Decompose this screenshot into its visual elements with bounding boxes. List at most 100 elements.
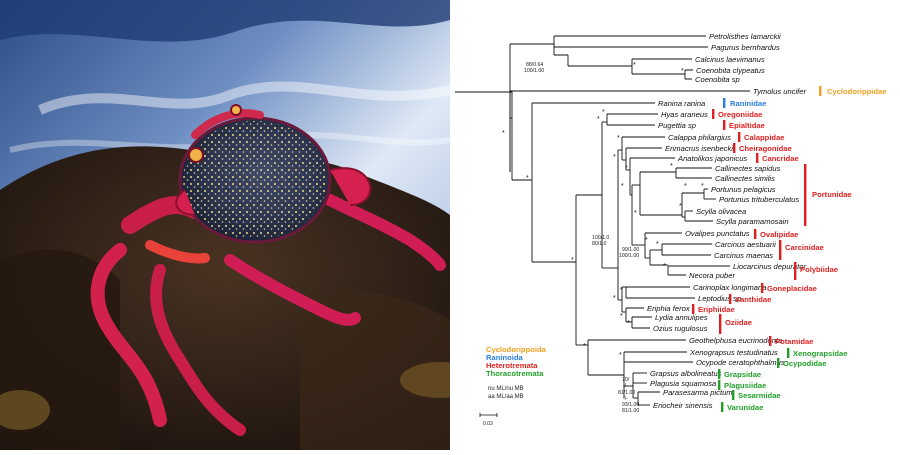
family-bar — [721, 402, 724, 412]
taxon-label: Callinectes similis — [715, 174, 775, 183]
taxon-label: Coenobita clypeatus — [696, 66, 765, 75]
phylogenetic-tree: Petrolisthes lamarckii Pagurus bernhardu… — [455, 32, 887, 427]
family-bar — [723, 98, 726, 108]
taxon-label: Pagurus bernhardus — [711, 43, 780, 52]
family-label: Oregoniidae — [718, 110, 762, 119]
crab-photo — [0, 0, 450, 450]
taxon-label: Carcinus aestuarii — [715, 240, 776, 249]
family-bar — [712, 109, 715, 119]
legend-item-cyclodorippoida: Cyclodorippoida — [486, 345, 547, 354]
node-star: * — [526, 175, 529, 182]
note-nu: nu ML/nu MB — [488, 386, 524, 392]
family-label: Raninidae — [730, 99, 766, 108]
family-bar — [761, 283, 764, 293]
support-values: 88/0.64 100/1.00 100/1.0 80/1.0 99/1.00 … — [524, 62, 639, 414]
family-label: Cancridae — [762, 154, 799, 163]
node-star: * — [663, 263, 666, 270]
node-star: * — [645, 237, 648, 244]
node-star: * — [602, 109, 605, 116]
family-label: Potamidae — [775, 337, 813, 346]
family-bar — [756, 153, 759, 163]
family-bar — [733, 143, 736, 153]
scale-bar-line — [479, 413, 498, 417]
support-label: 88/0.64 — [526, 62, 543, 68]
note-aa: aa ML/aa MB — [488, 394, 524, 400]
taxon-label: Liocarcinus depurator — [733, 262, 806, 271]
node-star: * — [625, 165, 628, 172]
support-label: 81/1.00 — [622, 408, 639, 414]
family-label: Epialtidae — [729, 121, 765, 130]
family-label: Ovalipidae — [760, 230, 798, 239]
taxon-label: Ocypode ceratophthalmus — [696, 358, 785, 367]
taxon-label: Geothelphusa eucrinodonta — [689, 336, 782, 345]
support-label: 80/1.0 — [592, 241, 607, 247]
node-star: * — [656, 241, 659, 248]
taxon-label: Coenobita sp — [695, 75, 740, 84]
crab-photo-image — [0, 0, 450, 450]
taxon-label: Portunus trituberculatus — [719, 195, 799, 204]
taxon-labels: Petrolisthes lamarckii Pagurus bernhardu… — [647, 32, 807, 410]
node-stars: * * * * * * * * * * * * * * * * * * * * — [502, 62, 704, 359]
scale-bar-label: 0.03 — [483, 421, 493, 427]
phylogenetic-tree-panel: Petrolisthes lamarckii Pagurus bernhardu… — [450, 0, 900, 450]
family-label: Grapsidae — [724, 370, 761, 379]
family-bar — [718, 369, 721, 379]
node-star: * — [619, 352, 622, 359]
node-star: * — [684, 183, 687, 190]
node-star: * — [620, 287, 623, 294]
family-bar — [692, 304, 695, 314]
family-bar — [723, 120, 726, 130]
family-label: Ocypodidae — [783, 359, 826, 368]
family-bar — [769, 336, 772, 346]
family-bar — [754, 229, 757, 239]
support-label: 99/1.00 — [622, 247, 639, 253]
family-bar — [732, 390, 735, 400]
family-annotations: Cyclodorippidae Raninidae Oregoniidae Ep… — [692, 86, 887, 412]
scale-bar: 0.03 — [479, 413, 498, 427]
taxon-label: Pugettia sp — [658, 121, 696, 130]
support-label: 81/1.00 — [618, 390, 635, 396]
node-star: * — [681, 68, 684, 75]
taxon-label: Portunus pelagicus — [711, 185, 776, 194]
taxon-label: Ovalipes punctatus — [685, 229, 750, 238]
taxon-label: Parasesarma pictum — [663, 388, 733, 397]
node-star: * — [597, 116, 600, 123]
node-star: * — [621, 183, 624, 190]
family-label: Oziidae — [725, 318, 752, 327]
taxon-label: Calappa philargius — [668, 133, 731, 142]
family-bar — [804, 164, 807, 226]
node-star: * — [670, 163, 673, 170]
taxon-label: Ranina ranina — [658, 99, 705, 108]
node-star: * — [634, 210, 637, 217]
taxon-label: Eriphia ferox — [647, 304, 691, 313]
node-star: * — [571, 257, 574, 264]
family-bar — [787, 348, 790, 358]
family-bar — [777, 358, 780, 368]
family-bar — [794, 262, 797, 280]
taxon-label: Callinectes sapidus — [715, 164, 781, 173]
taxon-label: Lydia annulipes — [655, 313, 708, 322]
taxon-label: Petrolisthes lamarckii — [709, 32, 781, 41]
node-star: * — [502, 130, 505, 137]
taxon-label: Calcinus laevimanus — [695, 55, 765, 64]
tree-branches-main — [509, 90, 750, 406]
legend-item-thoracotremata: Thoracotremata — [486, 369, 544, 378]
node-star: * — [620, 313, 623, 320]
taxon-label: Carinoplax longimana — [693, 283, 766, 292]
family-label: Cyclodorippidae — [827, 87, 887, 96]
support-label: -/- — [623, 396, 628, 402]
taxon-label: Hyas araneus — [661, 110, 708, 119]
taxon-label: Plagusia squamosa — [650, 379, 716, 388]
family-label: Eriphiidae — [698, 305, 735, 314]
family-label: Portunidae — [812, 190, 852, 199]
support-label: 100/1.00 — [524, 68, 544, 74]
node-star: * — [679, 203, 682, 210]
legend: Cyclodorippoida Raninoida Heterotremata … — [486, 345, 547, 400]
family-label: Cheiragonidae — [739, 144, 792, 153]
taxon-label: Leptodius sp — [698, 294, 741, 303]
taxon-label: Scylla olivacea — [696, 207, 746, 216]
family-label: Xanthidae — [735, 295, 771, 304]
node-star: * — [617, 135, 620, 142]
node-star: * — [583, 343, 586, 350]
